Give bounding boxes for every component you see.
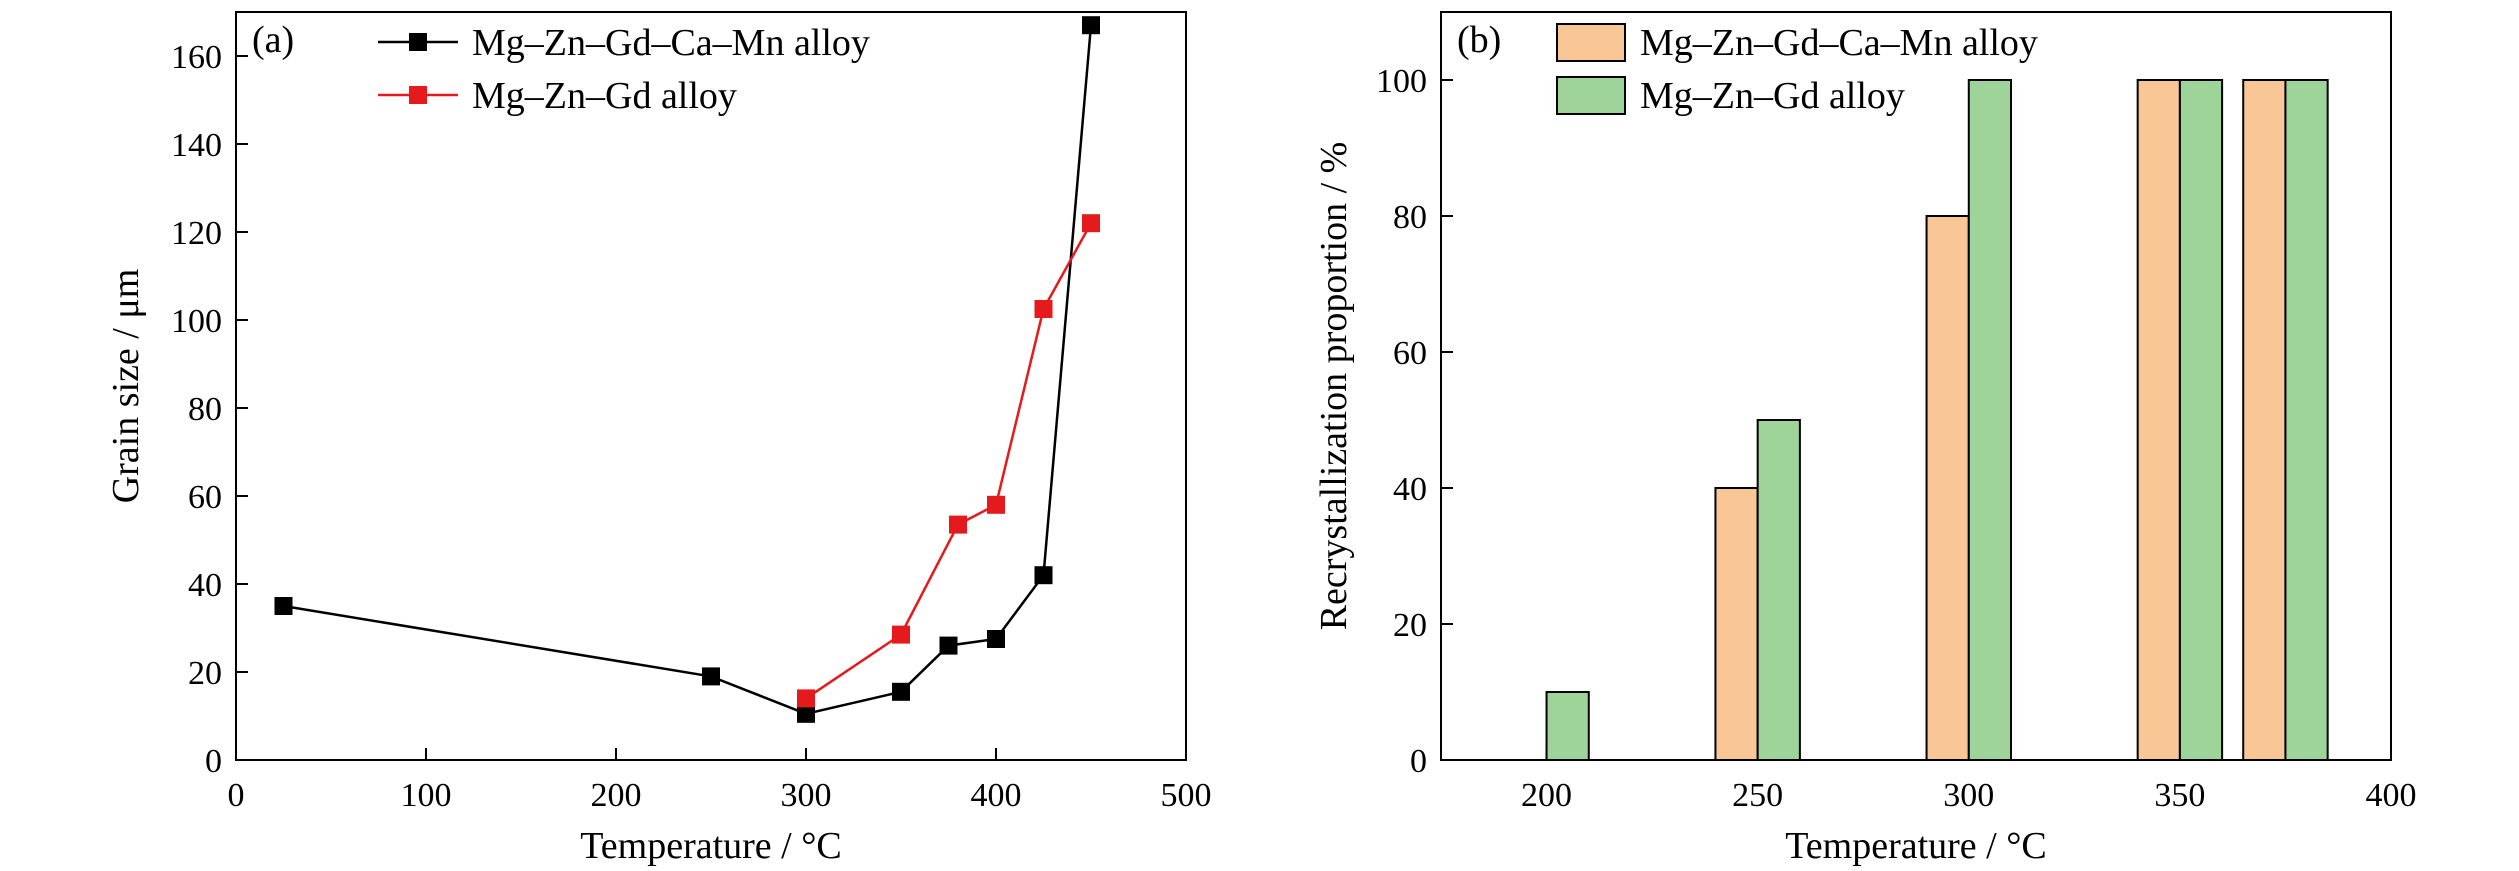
data-point xyxy=(1082,16,1100,35)
y-tick-label: 160 xyxy=(171,39,222,76)
series-line xyxy=(805,222,1093,700)
data-point xyxy=(892,682,910,701)
bar xyxy=(2178,79,2224,761)
bar xyxy=(1967,79,2013,761)
data-point xyxy=(1034,300,1053,318)
plot-frame xyxy=(1440,11,2392,761)
y-tick-label: 0 xyxy=(1410,743,1427,780)
x-tick-label: 250 xyxy=(1732,777,1783,814)
y-tick-label: 40 xyxy=(188,567,222,604)
bar xyxy=(1714,487,1759,761)
y-axis-title: Recrystallization proportion / % xyxy=(1313,142,1355,631)
legend-label: Mg–Zn–Gd alloy xyxy=(1640,75,1905,117)
x-tick-label: 500 xyxy=(1161,777,1212,814)
legend-label: Mg–Zn–Gd alloy xyxy=(472,75,737,117)
x-tick-label: 300 xyxy=(1943,777,1994,814)
data-point xyxy=(939,636,958,655)
y-tick-label: 100 xyxy=(1376,63,1427,100)
data-point xyxy=(1034,566,1053,585)
bar xyxy=(2242,79,2287,761)
data-point xyxy=(1082,214,1100,233)
legend-swatch xyxy=(1556,76,1626,115)
y-tick-label: 20 xyxy=(1393,607,1427,644)
y-axis-title: Grain size / μm xyxy=(105,269,147,504)
x-axis-title: Temperature / °C xyxy=(580,825,842,867)
x-tick-label: 400 xyxy=(2366,777,2417,814)
data-point xyxy=(797,689,815,708)
bar xyxy=(1545,691,1590,761)
legend-label: Mg–Zn–Gd–Ca–Mn alloy xyxy=(1640,22,2038,64)
data-point xyxy=(702,667,720,686)
data-point xyxy=(987,630,1005,648)
data-point xyxy=(987,495,1005,514)
panel-label: (a) xyxy=(252,19,294,61)
x-tick-label: 350 xyxy=(2154,777,2205,814)
x-tick-label: 100 xyxy=(401,777,452,814)
panel-label: (b) xyxy=(1457,19,1501,61)
y-tick-label: 120 xyxy=(171,215,222,252)
x-tick-label: 400 xyxy=(971,777,1022,814)
y-tick-label: 60 xyxy=(1393,335,1427,372)
plot-frame xyxy=(235,11,1187,761)
y-tick-label: 80 xyxy=(1393,199,1427,236)
x-tick-label: 200 xyxy=(591,777,642,814)
x-tick-label: 200 xyxy=(1521,777,1572,814)
bar xyxy=(2284,79,2329,761)
legend-swatch xyxy=(1556,23,1626,62)
y-tick-label: 60 xyxy=(188,479,222,516)
legend-label: Mg–Zn–Gd–Ca–Mn alloy xyxy=(472,22,870,64)
y-tick-label: 140 xyxy=(171,127,222,164)
y-tick-label: 80 xyxy=(188,391,222,428)
x-tick-label: 0 xyxy=(228,777,245,814)
legend-marker xyxy=(409,86,427,104)
y-tick-label: 100 xyxy=(171,303,222,340)
grain-size-chart: 0 100 200 300 400 500 0 20 40 60 80 100 120 140 160 Tem… xyxy=(105,11,1212,867)
data-point xyxy=(949,515,967,534)
legend-marker xyxy=(409,33,427,51)
series-line xyxy=(283,25,1093,716)
recrystallization-chart: 200 250 300 350 400 0 20 40 60 80 100 Temperature /… xyxy=(1313,11,2417,867)
bar xyxy=(1925,215,1970,761)
x-tick-label: 300 xyxy=(781,777,832,814)
data-point xyxy=(274,597,293,615)
y-tick-label: 0 xyxy=(205,743,222,780)
y-tick-label: 20 xyxy=(188,655,222,692)
data-point xyxy=(797,704,815,723)
y-tick-label: 40 xyxy=(1393,471,1427,508)
x-axis-title: Temperature / °C xyxy=(1785,825,2047,867)
bar xyxy=(1756,419,1801,761)
bar xyxy=(2136,79,2181,761)
data-point xyxy=(892,625,910,644)
